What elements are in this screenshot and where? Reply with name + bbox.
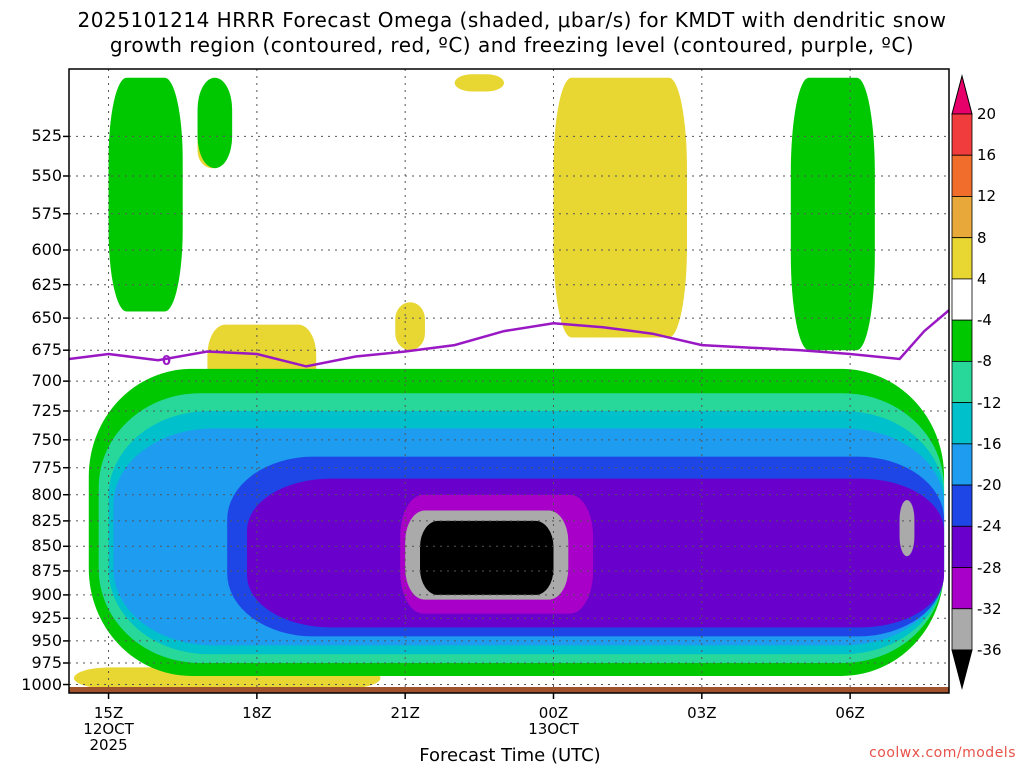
y-tick-label-675: 675 — [31, 340, 62, 360]
omega-region-3 — [454, 74, 505, 92]
x-tick-label-21-line1: 21Z — [390, 704, 420, 722]
x-tick-label-24-line1: 00Z — [538, 704, 569, 722]
colorbar-segment-12 — [951, 608, 973, 651]
y-tick-label-650: 650 — [31, 308, 62, 328]
colorbar-segment-3 — [951, 237, 973, 280]
freezing-level-line — [69, 309, 949, 368]
colorbar-label-9: -20 — [977, 476, 1002, 495]
colorbar-segment-11 — [951, 567, 973, 610]
colorbar-label-5: -4 — [977, 311, 992, 330]
colorbar-label-7: -12 — [977, 393, 1002, 412]
colorbar-segment-4 — [951, 278, 973, 321]
colorbar-label-3: 8 — [977, 228, 987, 247]
y-tick-label-525: 525 — [31, 126, 62, 146]
y-tick-label-1000: 1000 — [21, 674, 62, 694]
x-axis-title: Forecast Time (UTC) — [419, 745, 601, 766]
x-tick-label-24-line2: 13OCT — [528, 720, 579, 738]
y-tick-label-575: 575 — [31, 203, 62, 223]
x-tick-label-15-line2: 12OCT — [83, 720, 134, 738]
omega-field — [73, 74, 945, 689]
y-tick-label-600: 600 — [31, 240, 62, 259]
y-tick-label-900: 900 — [31, 584, 62, 604]
colorbar-label-8: -16 — [977, 434, 1002, 453]
colorbar-label-1: 16 — [977, 146, 997, 165]
axis-ticks — [63, 135, 851, 699]
y-tick-label-850: 850 — [31, 536, 62, 556]
colorbar-segment-2 — [951, 196, 973, 239]
colorbar-segment-7 — [951, 402, 973, 445]
colorbar-label-12: -32 — [977, 599, 1002, 618]
y-tick-label-825: 825 — [31, 510, 62, 530]
y-tick-label-925: 925 — [31, 608, 62, 628]
grid-lines — [69, 69, 949, 693]
omega-region-8 — [197, 77, 233, 169]
ground-strip — [69, 687, 949, 693]
y-tick-label-800: 800 — [31, 484, 62, 504]
y-tick-label-775: 775 — [31, 457, 62, 477]
freezing-level-contour: 0 — [69, 309, 949, 369]
y-tick-label-875: 875 — [31, 560, 62, 580]
colorbar-label-13: -36 — [977, 641, 1002, 659]
y-tick-label-550: 550 — [31, 165, 62, 185]
credit-text: coolwx.com/models — [869, 745, 1016, 761]
colorbar-segment-8 — [951, 443, 973, 486]
omega-region-19 — [899, 500, 915, 557]
chart-title-line2: growth region (contoured, red, ºC) and f… — [109, 33, 915, 57]
y-tick-label-975: 975 — [31, 652, 62, 672]
colorbar-segment-6 — [951, 360, 973, 404]
omega-region-18 — [420, 520, 554, 595]
colorbar-segment-5 — [951, 319, 973, 362]
colorbar-bottom-arrow — [951, 649, 973, 690]
colorbar-label-11: -28 — [977, 558, 1002, 577]
omega-region-4 — [553, 77, 687, 338]
colorbar-segment-9 — [951, 484, 973, 527]
y-tick-label-625: 625 — [31, 274, 62, 294]
x-tick-label-15-line1: 15Z — [93, 704, 124, 722]
colorbar-top-arrow — [951, 74, 973, 115]
x-tick-label-30-line1: 06Z — [835, 704, 865, 722]
y-tick-label-700: 700 — [31, 371, 62, 391]
chart-title-line1: 2025101214 HRRR Forecast Omega (shaded, … — [77, 8, 947, 32]
colorbar-segment-0 — [951, 113, 973, 156]
omega-region-7 — [108, 77, 183, 312]
y-tick-label-750: 750 — [31, 429, 62, 449]
y-tick-label-950: 950 — [31, 630, 62, 650]
colorbar-label-0: 20 — [977, 105, 997, 123]
x-tick-label-18-line1: 18Z — [242, 704, 272, 722]
colorbar — [951, 74, 973, 690]
omega-region-15 — [246, 478, 945, 628]
colorbar-label-6: -8 — [977, 352, 992, 371]
colorbar-segment-10 — [951, 525, 973, 568]
colorbar-segment-1 — [951, 154, 973, 197]
colorbar-label-4: 4 — [977, 269, 987, 288]
x-tick-label-15-line3: 2025 — [89, 736, 128, 754]
freezing-level-label: 0 — [162, 354, 171, 369]
colorbar-label-10: -24 — [977, 517, 1002, 536]
x-tick-label-27-line1: 03Z — [687, 704, 717, 722]
colorbar-label-2: 12 — [977, 187, 997, 206]
y-tick-label-725: 725 — [31, 400, 62, 420]
omega-region-2 — [395, 302, 425, 351]
